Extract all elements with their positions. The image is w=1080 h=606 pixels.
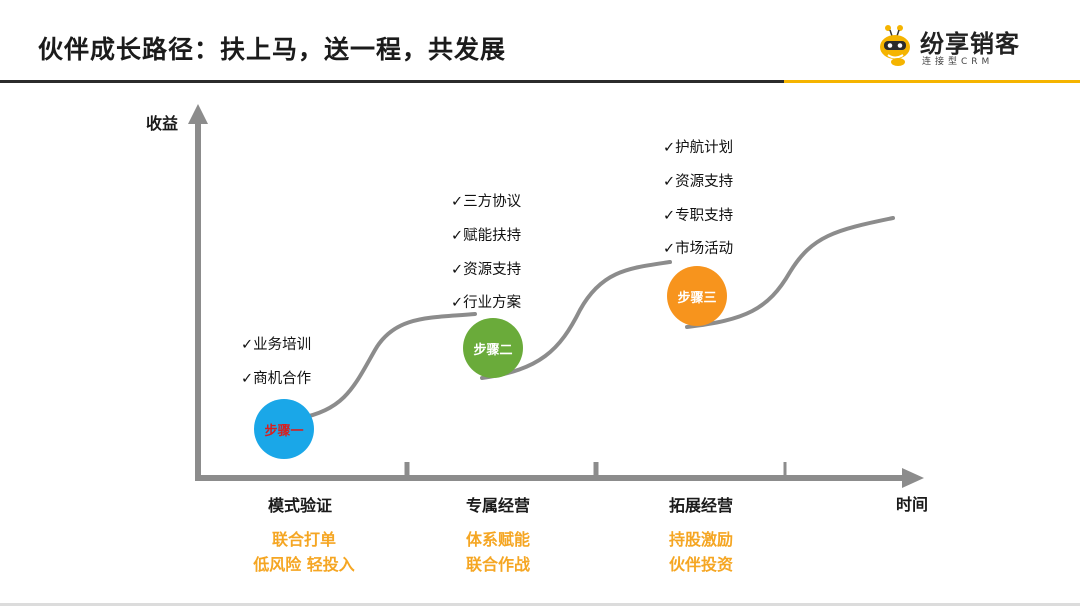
logo-name: 纷享销客 (920, 30, 1020, 58)
step-three-badge: 步骤三 (667, 266, 727, 326)
growth-curve-3 (685, 216, 895, 329)
checklist-item: ✓三方协议 (451, 194, 522, 210)
checklist-item: ✓赋能扶持 (451, 228, 522, 244)
stage-sub-3: 持股激励 伙伴投资 (621, 527, 781, 577)
checklist-item: ✓资源支持 (663, 174, 734, 190)
growth-curve-2 (480, 260, 672, 380)
checklist-item: ✓资源支持 (451, 262, 522, 278)
y-axis-arrow (188, 104, 208, 124)
header-rule (0, 80, 784, 83)
y-axis-label: 收益 (146, 114, 179, 133)
stage-sub-1: 联合打单 低风险 轻投入 (224, 527, 384, 577)
stage-name-2: 专属经营 (465, 496, 530, 515)
logo-tagline: 连接型CRM (922, 57, 994, 67)
stage-sub-line: 持股激励 (668, 530, 733, 549)
stage-sub-line: 联合作战 (465, 555, 530, 574)
bee-icon (880, 25, 910, 66)
checklist-item: ✓市场活动 (663, 241, 734, 257)
checklist-item: ✓行业方案 (451, 295, 522, 311)
checklist-item: ✓商机合作 (241, 371, 312, 387)
step-one-badge: 步骤一 (254, 399, 314, 459)
x-axis-arrow (902, 468, 924, 488)
stage-name-3: 拓展经营 (668, 496, 733, 515)
bottom-border (0, 603, 1080, 606)
step-two-badge: 步骤二 (463, 318, 523, 378)
stage-sub-line: 伙伴投资 (668, 555, 733, 574)
stage-sub-line: 体系赋能 (465, 530, 530, 549)
stage-sub-line: 低风险 轻投入 (253, 555, 355, 574)
x-axis-label: 时间 (896, 495, 929, 514)
header-rule-accent (784, 80, 1080, 83)
growth-curve-1 (298, 312, 477, 420)
logo: 纷享销客 连接型CRM (876, 22, 1046, 68)
checklist-item: ✓业务培训 (241, 337, 312, 353)
checklist-item: ✓护航计划 (663, 140, 734, 156)
stage-sub-2: 体系赋能 联合作战 (418, 527, 578, 577)
page-title: 伙伴成长路径：扶上马，送一程，共发展 (38, 35, 507, 64)
stage-sub-line: 联合打单 (271, 530, 336, 549)
stage-name-1: 模式验证 (267, 496, 332, 515)
checklist-item: ✓专职支持 (663, 208, 734, 224)
